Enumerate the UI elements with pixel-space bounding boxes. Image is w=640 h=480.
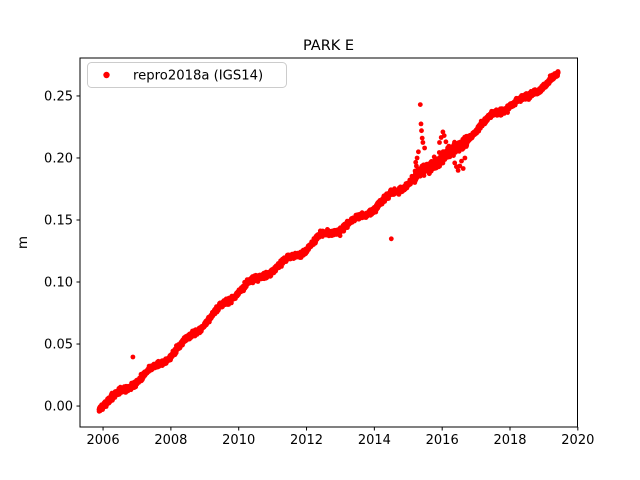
data-points	[96, 69, 561, 414]
data-point	[418, 121, 424, 127]
y-tick-label: 0.10	[44, 276, 73, 291]
x-tick-label: 2020	[561, 433, 594, 448]
data-point	[388, 236, 394, 242]
y-tick-label: 0.05	[44, 338, 73, 353]
data-point	[416, 149, 421, 155]
y-tick-label: 0.00	[44, 400, 73, 415]
x-tick-label: 2008	[154, 433, 187, 448]
x-tick-label: 2014	[358, 433, 391, 448]
axes-frame	[79, 57, 578, 428]
x-tick-label: 2010	[222, 433, 255, 448]
y-axis: 0.00 0.05 0.10 0.15 0.20 0.25	[44, 89, 80, 415]
data-point	[424, 161, 430, 167]
legend: repro2018a (IGS14)	[87, 62, 287, 88]
x-tick-label: 2006	[87, 433, 120, 448]
data-point	[457, 163, 463, 169]
data-point	[414, 163, 419, 169]
data-point	[422, 145, 427, 151]
y-axis-label: m	[15, 236, 31, 249]
data-point	[337, 233, 343, 239]
data-point	[417, 102, 423, 107]
y-tick-label: 0.15	[44, 213, 73, 228]
y-tick-label: 0.20	[44, 151, 73, 166]
legend-marker-dot	[103, 71, 110, 79]
data-point	[413, 159, 419, 165]
data-point	[555, 70, 561, 75]
x-axis: 2006 2008 2010 2012 2014 2016 2018 2020	[87, 427, 594, 448]
data-point	[443, 139, 449, 145]
data-point	[459, 158, 464, 164]
data-point	[452, 160, 458, 166]
x-tick-label: 2012	[290, 433, 323, 448]
data-point	[445, 145, 450, 151]
data-point	[428, 168, 434, 174]
data-point	[460, 166, 466, 171]
data-point	[419, 135, 425, 141]
data-point	[420, 140, 426, 145]
data-point	[130, 354, 136, 360]
x-tick-label: 2018	[493, 433, 526, 448]
legend-label: repro2018a (IGS14)	[133, 69, 263, 84]
data-point	[421, 173, 427, 178]
legend-box	[87, 62, 287, 88]
data-point	[455, 168, 461, 173]
x-tick-label: 2016	[426, 433, 459, 448]
data-point	[437, 140, 442, 145]
data-point	[462, 155, 468, 161]
y-tick-label: 0.25	[44, 89, 73, 104]
data-point	[419, 128, 424, 134]
data-point	[414, 155, 420, 161]
data-point	[440, 129, 446, 135]
data-point	[441, 133, 447, 139]
chart-title: PARK E	[303, 38, 354, 54]
